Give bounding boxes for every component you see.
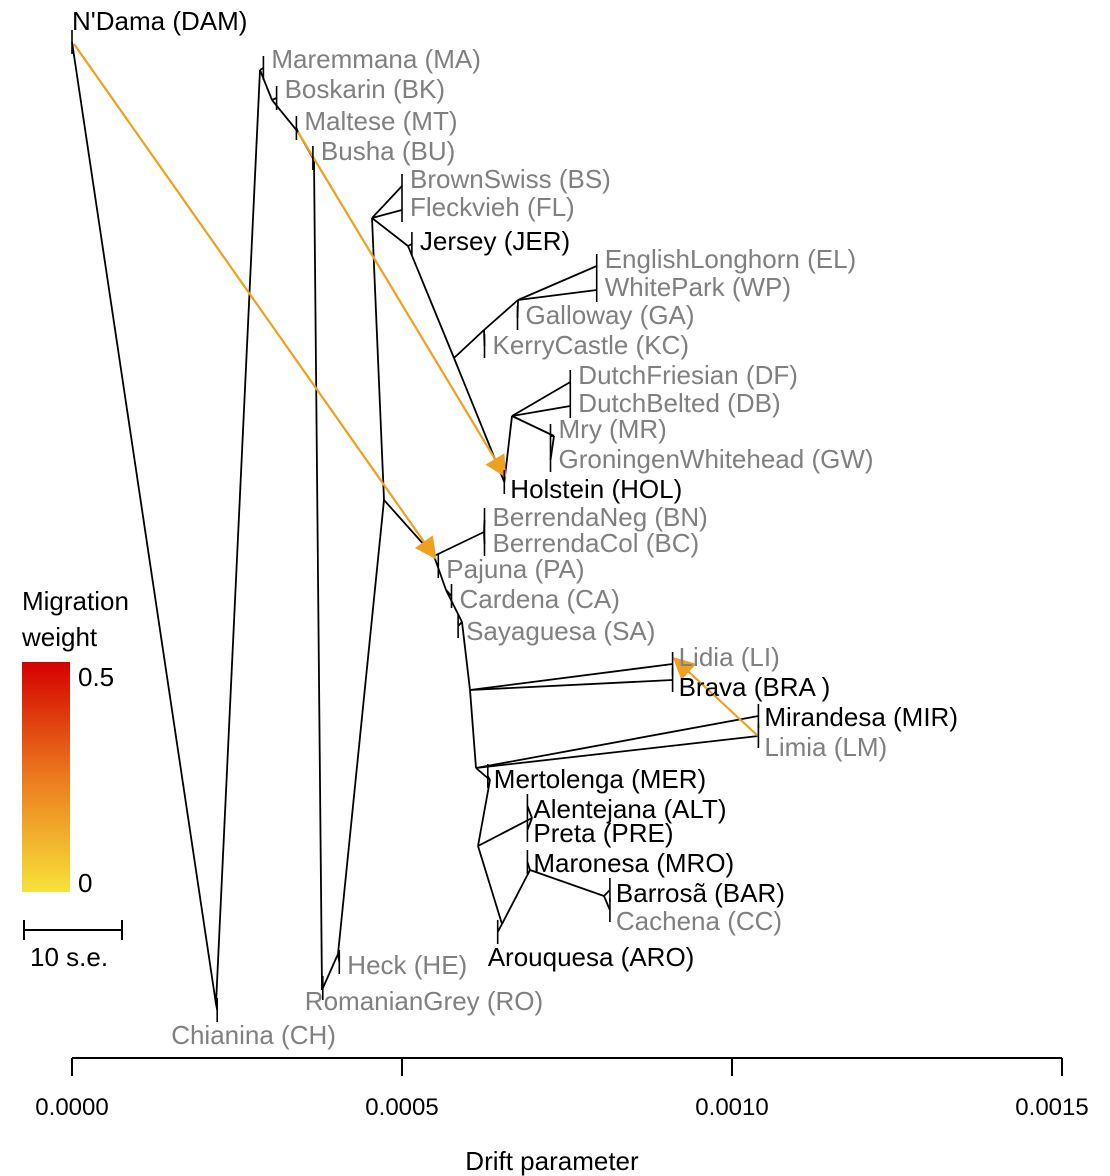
tree-edge [371, 209, 403, 219]
leaf-label: Preta (PRE) [533, 818, 673, 848]
leaf-label: Busha (BU) [321, 136, 455, 166]
x-tick-label: 0.0000 [35, 1094, 108, 1121]
tree-edge [461, 621, 471, 691]
leaf-label: Galloway (GA) [526, 300, 695, 330]
tree-edge [503, 415, 513, 483]
x-tick-label: 0.0005 [365, 1094, 438, 1121]
tree-edge [475, 715, 759, 769]
tree-edge [259, 69, 273, 101]
tree-edge [475, 735, 759, 769]
tree-edge [477, 845, 503, 925]
leaf-label: GroningenWhitehead (GW) [559, 444, 874, 474]
leaf-label: Cachena (CC) [616, 906, 782, 936]
leaf-label: BerrendaCol (BC) [493, 528, 700, 558]
tree-edge [603, 889, 611, 897]
x-axis: 0.0000 0.0005 0.0010 0.0015 Drift parame… [35, 1057, 1089, 1176]
migration-arrow [672, 657, 759, 737]
leaf-label: Alentejana (ALT) [533, 794, 726, 824]
leaf-label: Heck (HE) [347, 950, 467, 980]
tree-edge [511, 381, 571, 417]
tree-edge [321, 953, 339, 991]
leaf-label: Fleckvieh (FL) [410, 192, 575, 222]
leaf-label: Maltese (MT) [304, 106, 457, 136]
migration-arrow [297, 131, 507, 478]
leaf-label: DutchFriesian (DF) [578, 360, 798, 390]
leaf-label: KerryCastle (KC) [493, 330, 689, 360]
tree-edge [511, 415, 555, 437]
tree-edge [469, 679, 673, 691]
leaf-label: Maremmana (MA) [271, 44, 480, 74]
leaf-label: N'Dama (DAM) [72, 6, 247, 36]
tree-edge [445, 589, 463, 623]
tree-edge [501, 869, 531, 925]
leaf-label: WhitePark (WP) [605, 272, 791, 302]
tree-edge [371, 217, 385, 501]
tree-edge [337, 499, 385, 955]
tree-edge [511, 405, 571, 417]
leaf-label: Arouquesa (ARO) [488, 942, 695, 972]
tree-edge [469, 689, 477, 769]
tree-edge [313, 159, 323, 991]
leaf-label: EnglishLonghorn (EL) [605, 244, 857, 274]
legend-title-line2: weight [21, 622, 98, 652]
migration-weight-legend: Migration weight 0.5 0 10 s.e. [21, 586, 129, 972]
leaf-label: Pajuna (PA) [446, 554, 584, 584]
tree-edge [477, 817, 533, 847]
leaf-label: BrownSwiss (BS) [410, 164, 611, 194]
leaf-label: Boskarin (BK) [285, 74, 445, 104]
legend-title-line1: Migration [22, 586, 129, 616]
legend-color-bar [22, 662, 70, 892]
leaf-label: Mirandesa (MIR) [764, 702, 958, 732]
leaf-label: Limia (LM) [764, 732, 887, 762]
legend-max-label: 0.5 [78, 662, 114, 692]
leaf-label: Jersey (JER) [420, 226, 570, 256]
tree-edge [371, 185, 403, 219]
leaf-label: Lidia (LI) [679, 642, 780, 672]
leaf-labels: N'Dama (DAM)Maremmana (MA)Boskarin (BK)M… [71, 6, 958, 1050]
x-axis-title: Drift parameter [465, 1146, 639, 1176]
leaf-label: Chianina (CH) [171, 1020, 336, 1050]
leaf-label: Holstein (HOL) [510, 474, 682, 504]
tree-edge [383, 499, 435, 557]
legend-min-label: 0 [78, 868, 92, 898]
tree-edge [603, 895, 611, 911]
tree-edge [453, 329, 485, 359]
leaf-label: Sayaguesa (SA) [466, 616, 655, 646]
tree-edge [371, 217, 409, 247]
leaf-label: RomanianGrey (RO) [305, 986, 543, 1016]
leaf-label: Mertolenga (MER) [494, 764, 706, 794]
scale-bar-label: 10 s.e. [30, 942, 108, 972]
leaf-label: Maronesa (MRO) [533, 848, 734, 878]
tree-edge [517, 265, 598, 301]
tree-edge [483, 299, 519, 331]
leaf-label: Cardena (CA) [460, 584, 620, 614]
leaf-label: DutchBelted (DB) [578, 388, 780, 418]
leaf-label: BerrendaNeg (BN) [493, 502, 708, 532]
tree-edge [407, 245, 455, 359]
leaf-label: Mry (MR) [559, 414, 667, 444]
x-tick-label: 0.0010 [695, 1094, 768, 1121]
tree-edge [477, 779, 491, 847]
tree-edge [433, 555, 447, 591]
migration-edges [73, 43, 759, 737]
tree-edge [215, 69, 261, 1005]
leaf-label: Brava (BRA ) [679, 672, 831, 702]
x-tick-label: 0.0015 [1015, 1094, 1088, 1121]
tree-edge [71, 41, 217, 1005]
tree-edge [517, 289, 597, 301]
leaf-label: Barrosã (BAR) [616, 878, 785, 908]
tree-edge [529, 869, 605, 897]
tree-edge [433, 531, 485, 557]
tree-edge [469, 663, 673, 691]
migration-arrow [73, 43, 437, 560]
